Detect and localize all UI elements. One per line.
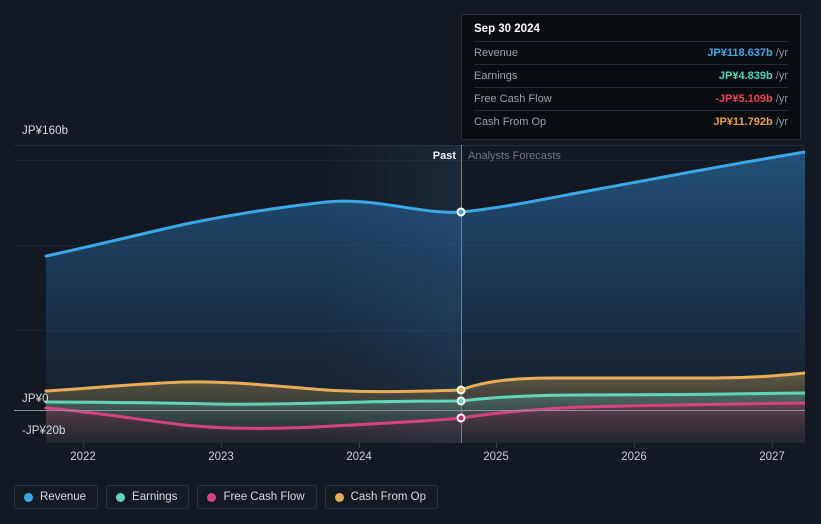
legend-dot-revenue-icon (24, 492, 33, 502)
tooltip-date: Sep 30 2024 (474, 23, 540, 35)
tooltip-row-free-cash-flow: Free Cash Flow -JP¥5.109b /yr (474, 87, 788, 110)
tooltip-label-free-cash-flow: Free Cash Flow (474, 93, 552, 105)
tooltip-amount-cash-from-op: JP¥11.792b (713, 116, 773, 128)
legend-dot-cash-from-op-icon (334, 492, 344, 502)
tooltip-value-free-cash-flow: -JP¥5.109b /yr (715, 93, 788, 105)
legend-label-cash-from-op: Cash From Op (350, 491, 427, 503)
earnings-line (44, 391, 805, 406)
legend-dot-earnings-icon (116, 492, 126, 502)
gridline-top-2 (14, 160, 805, 161)
tooltip-unit-earnings: /yr (775, 70, 788, 82)
x-axis-tick-2025 (496, 443, 497, 448)
legend-label-earnings: Earnings (132, 491, 178, 503)
y-axis-label-0: JP¥0 (22, 393, 49, 405)
x-axis-label-2025: 2025 (483, 451, 509, 463)
series-svg (44, 150, 805, 443)
free-cash-flow-area (46, 403, 805, 443)
y-axis-label-160b: JP¥160b (22, 125, 69, 137)
tooltip-unit-cash-from-op: /yr (775, 116, 788, 128)
legend-item-cash-from-op[interactable]: Cash From Op (324, 485, 439, 509)
x-axis-tick-2023 (221, 443, 222, 448)
gridline-160b (14, 145, 805, 146)
y-axis-label-neg20b: -JP¥20b (22, 425, 66, 437)
past-label: Past (432, 150, 456, 162)
zero-axis-line (14, 410, 805, 411)
tooltip-row-revenue: Revenue JP¥118.637b /yr (474, 41, 788, 64)
tooltip-value-revenue: JP¥118.637b /yr (707, 47, 788, 59)
legend-dot-free-cash-flow-icon (207, 492, 217, 502)
free-cash-flow-line (44, 401, 805, 430)
chart-legend: Revenue Earnings Free Cash Flow Cash Fro… (14, 485, 439, 509)
forecast-divider-line (461, 145, 462, 443)
cash-from-op-data-point[interactable] (456, 385, 466, 395)
x-axis-tick-2022 (83, 443, 84, 448)
tooltip-amount-free-cash-flow: -JP¥5.109b (715, 93, 773, 105)
legend-label-revenue: Revenue (40, 491, 87, 503)
tooltip-value-earnings: JP¥4.839b /yr (719, 70, 788, 82)
x-axis-label-2024: 2024 (346, 451, 372, 463)
legend-label-free-cash-flow: Free Cash Flow (223, 491, 305, 503)
forecast-label: Analysts Forecasts (468, 150, 561, 162)
legend-item-free-cash-flow[interactable]: Free Cash Flow (197, 485, 317, 509)
revenue-data-point[interactable] (456, 207, 466, 217)
tooltip-amount-revenue: JP¥118.637b (707, 47, 773, 59)
data-tooltip: Sep 30 2024 Revenue JP¥118.637b /yr Earn… (461, 14, 801, 140)
x-axis-label-2026: 2026 (621, 451, 647, 463)
legend-item-earnings[interactable]: Earnings (106, 485, 190, 509)
tooltip-label-cash-from-op: Cash From Op (474, 116, 547, 128)
tooltip-value-cash-from-op: JP¥11.792b /yr (713, 116, 788, 128)
tooltip-unit-revenue: /yr (775, 47, 788, 59)
earnings-data-point[interactable] (456, 396, 466, 406)
revenue-area (46, 152, 805, 443)
plot-area (14, 145, 805, 443)
x-axis-tick-2024 (359, 443, 360, 448)
x-axis-tick-2026 (634, 443, 635, 448)
legend-item-revenue[interactable]: Revenue (14, 485, 99, 509)
tooltip-amount-earnings: JP¥4.839b (718, 70, 773, 82)
free-cash-flow-data-point[interactable] (456, 413, 466, 423)
x-axis-tick-2027 (772, 443, 773, 448)
tooltip-row-earnings: Earnings JP¥4.839b /yr (474, 64, 788, 87)
tooltip-label-earnings: Earnings (474, 70, 518, 82)
x-axis-label-2022: 2022 (70, 451, 96, 463)
tooltip-row-cash-from-op: Cash From Op JP¥11.792b /yr (474, 110, 788, 133)
tooltip-label-revenue: Revenue (474, 47, 519, 59)
x-axis-label-2027: 2027 (759, 451, 785, 463)
revenue-line (44, 150, 805, 258)
x-axis-label-2023: 2023 (208, 451, 234, 463)
tooltip-unit-free-cash-flow: /yr (775, 93, 788, 105)
